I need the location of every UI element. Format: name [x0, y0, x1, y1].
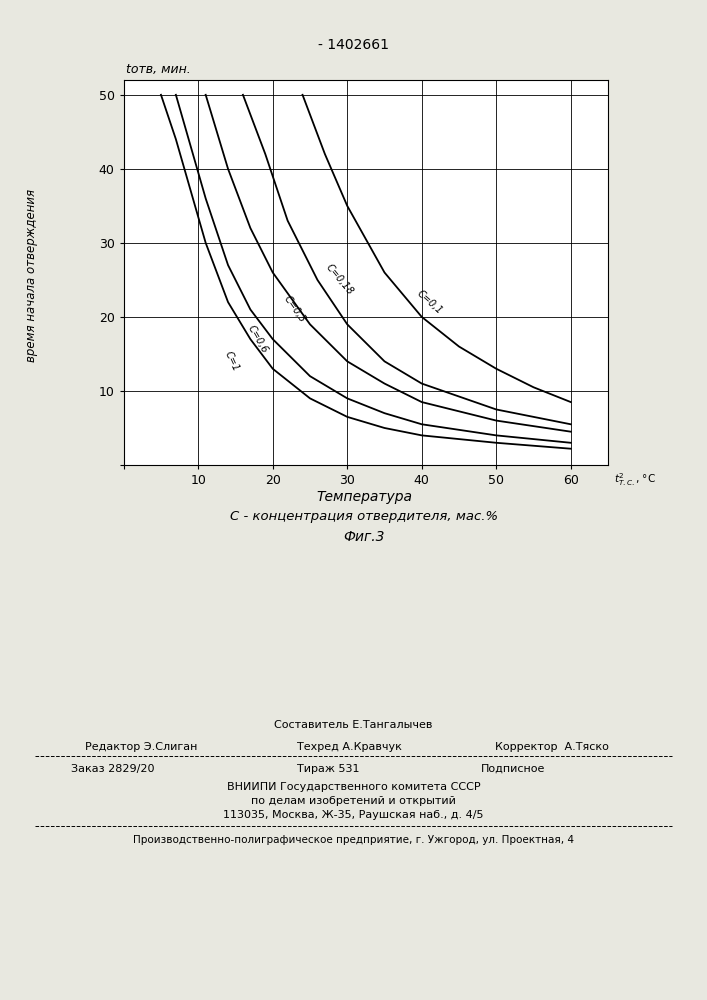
- Text: 113035, Москва, Ж-35, Раушская наб., д. 4/5: 113035, Москва, Ж-35, Раушская наб., д. …: [223, 810, 484, 820]
- Text: время начала отверждения: время начала отверждения: [25, 188, 38, 362]
- Text: C=0,18: C=0,18: [324, 263, 356, 297]
- Text: Тираж 531: Тираж 531: [297, 764, 359, 774]
- Text: Подписное: Подписное: [481, 764, 545, 774]
- Text: C=0,3: C=0,3: [282, 294, 308, 325]
- Text: Заказ 2829/20: Заказ 2829/20: [71, 764, 154, 774]
- Text: ВНИИПИ Государственного комитета СССР: ВНИИПИ Государственного комитета СССР: [227, 782, 480, 792]
- Text: C=0,1: C=0,1: [414, 288, 444, 316]
- Text: Редактор Э.Слиган: Редактор Э.Слиган: [85, 742, 197, 752]
- Text: по делам изобретений и открытий: по делам изобретений и открытий: [251, 796, 456, 806]
- Text: tотв, мин.: tотв, мин.: [126, 63, 191, 76]
- Text: - 1402661: - 1402661: [318, 38, 389, 52]
- Text: Техред А.Кравчук: Техред А.Кравчук: [297, 742, 402, 752]
- Text: $t^2_{T.C.}$, °C: $t^2_{T.C.}$, °C: [614, 471, 655, 488]
- Text: C=1: C=1: [223, 350, 241, 373]
- Text: C=0,6: C=0,6: [246, 323, 270, 355]
- Text: Производственно-полиграфическое предприятие, г. Ужгород, ул. Проектная, 4: Производственно-полиграфическое предприя…: [133, 835, 574, 845]
- Text: C - концентрация отвердителя, мас.%: C - концентрация отвердителя, мас.%: [230, 510, 498, 523]
- Text: Температура: Температура: [316, 490, 412, 504]
- Text: Фиг.3: Фиг.3: [344, 530, 385, 544]
- Text: Составитель Е.Тангалычев: Составитель Е.Тангалычев: [274, 720, 433, 730]
- Text: Корректор  А.Тяско: Корректор А.Тяско: [495, 742, 609, 752]
